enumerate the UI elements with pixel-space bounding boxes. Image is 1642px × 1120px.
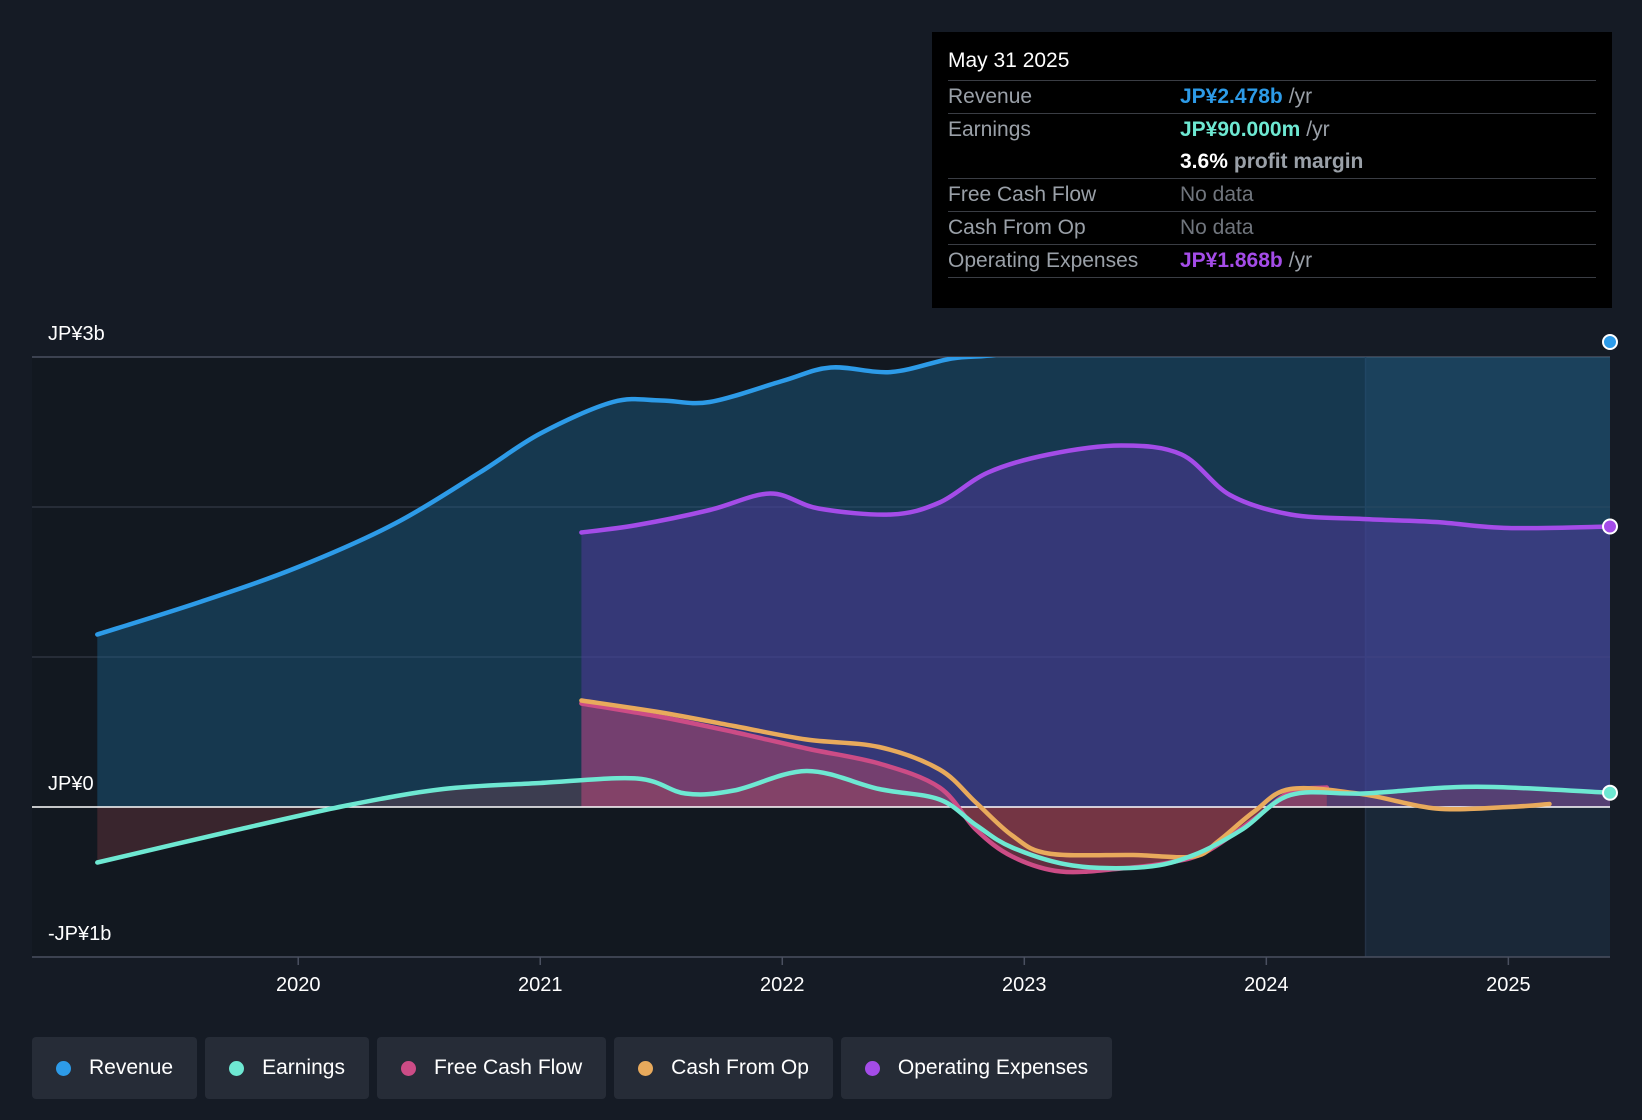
line-revenue xyxy=(95,357,997,637)
tooltip-earnings-value: JP¥90.000m xyxy=(1180,118,1301,141)
tooltip-revenue-value: JP¥2.478b xyxy=(1180,85,1283,108)
line-cash-from-op xyxy=(579,698,1552,860)
tooltip-opex-value: JP¥1.868b xyxy=(1180,249,1283,272)
area-earnings xyxy=(97,770,1610,869)
legend-label-earnings: Earnings xyxy=(262,1056,345,1079)
y-tick-label-zero: JP¥0 xyxy=(48,773,94,795)
tooltip-cfo-value: No data xyxy=(1180,216,1254,239)
area-free-cash-flow xyxy=(581,703,1327,873)
tooltip-cfo-label: Cash From Op xyxy=(948,216,1086,239)
legend-dot-cash-from-op xyxy=(638,1060,654,1076)
x-tick-label: 2025 xyxy=(1486,974,1531,996)
end-marker-revenue xyxy=(1602,334,1618,350)
legend-dot-revenue xyxy=(56,1060,71,1076)
tooltip-row-cfo: Cash From Op No data xyxy=(948,211,1596,244)
tooltip-date: May 31 2025 xyxy=(948,49,1070,72)
tooltip-row-fcf: Free Cash Flow No data xyxy=(948,178,1596,211)
x-tick-label: 2024 xyxy=(1244,974,1289,996)
tooltip-fcf-label: Free Cash Flow xyxy=(948,183,1097,206)
tooltip-earnings-unit: /yr xyxy=(1306,118,1330,141)
area-operating-expenses xyxy=(581,445,1610,807)
legend-label-free-cash-flow: Free Cash Flow xyxy=(433,1056,583,1079)
x-tick-label: 2023 xyxy=(1002,974,1047,996)
x-tick-label: 2021 xyxy=(518,974,563,996)
legend-item-revenue[interactable]: Revenue xyxy=(32,1037,198,1099)
y-tick-label-top: JP¥3b xyxy=(48,323,105,345)
tooltip-revenue-unit: /yr xyxy=(1288,85,1313,108)
tooltip-earnings-label: Earnings xyxy=(948,118,1031,141)
x-tick-label: 2020 xyxy=(276,974,321,996)
y-tick-label-bottom: -JP¥1b xyxy=(48,923,111,945)
end-marker-operating-expenses xyxy=(1602,518,1618,535)
legend-item-free-cash-flow[interactable]: Free Cash Flow xyxy=(376,1037,607,1099)
x-tick-label: 2022 xyxy=(760,974,805,996)
tooltip-margin-value: 3.6% xyxy=(1180,150,1228,173)
legend-dot-earnings xyxy=(229,1060,245,1076)
legend-label-revenue: Revenue xyxy=(89,1056,174,1079)
tooltip-row-opex: Operating Expenses JP¥1.868b /yr xyxy=(948,244,1596,278)
end-marker-earnings xyxy=(1602,784,1618,801)
line-earnings xyxy=(95,768,1610,871)
legend-label-cash-from-op: Cash From Op xyxy=(671,1056,809,1079)
legend-item-operating-expenses[interactable]: Operating Expenses xyxy=(840,1037,1113,1099)
tooltip-row-margin: 3.6% profit margin xyxy=(948,146,1596,178)
legend-label-operating-expenses: Operating Expenses xyxy=(897,1056,1089,1079)
tooltip-revenue-label: Revenue xyxy=(948,85,1033,108)
legend-dot-operating-expenses xyxy=(864,1060,880,1076)
tooltip-opex-unit: /yr xyxy=(1288,249,1313,272)
line-operating-expenses xyxy=(579,443,1610,535)
tooltip-row-revenue: Revenue JP¥2.478b /yr xyxy=(948,80,1596,113)
area-revenue xyxy=(97,357,1610,807)
tooltip-margin-label: profit margin xyxy=(1233,150,1364,173)
data-tooltip: May 31 2025 Revenue JP¥2.478b /yr Earnin… xyxy=(932,32,1612,308)
legend-item-cash-from-op[interactable]: Cash From Op xyxy=(614,1037,833,1099)
tooltip-opex-label: Operating Expenses xyxy=(948,249,1139,272)
legend-item-earnings[interactable]: Earnings xyxy=(205,1037,369,1099)
legend-dot-free-cash-flow xyxy=(400,1060,416,1076)
tooltip-row-earnings: Earnings JP¥90.000m /yr xyxy=(948,113,1596,146)
tooltip-fcf-value: No data xyxy=(1180,183,1254,206)
chart-legend: Revenue Earnings Free Cash Flow Cash Fro… xyxy=(32,1037,1113,1099)
